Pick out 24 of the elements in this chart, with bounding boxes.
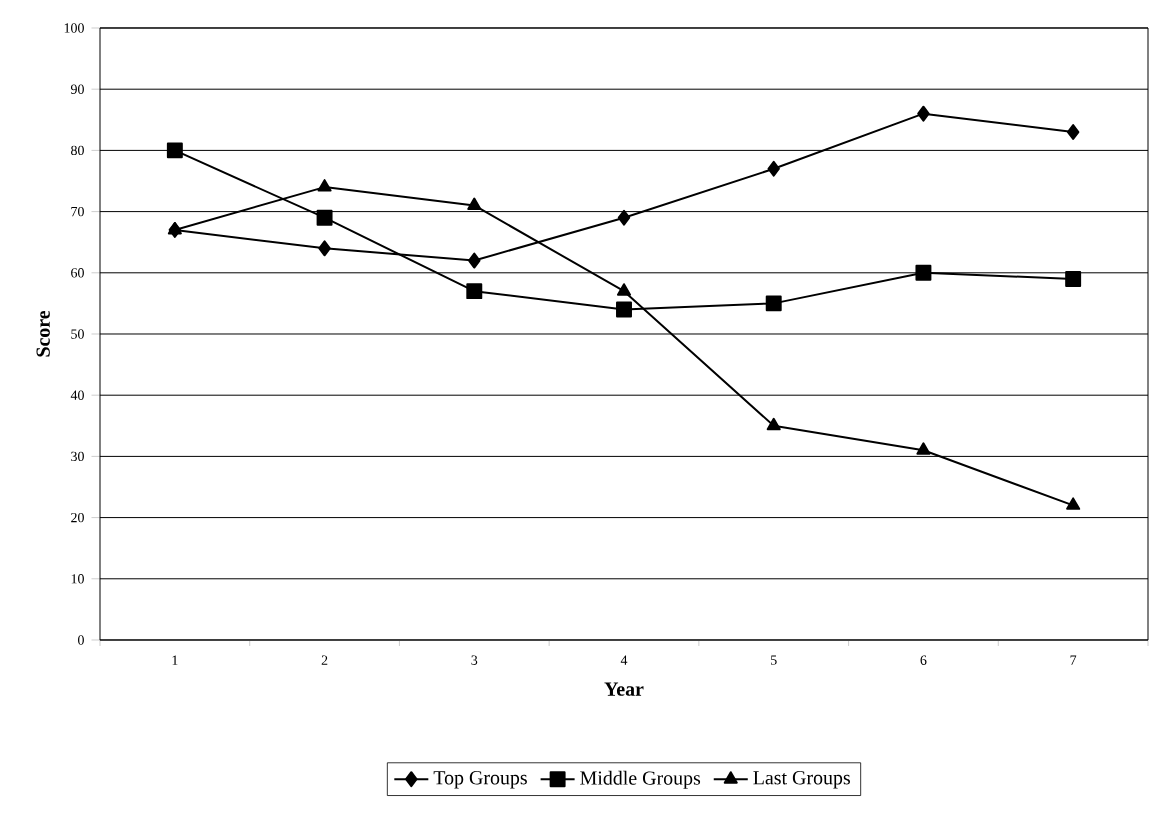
point [766, 417, 781, 431]
point [617, 209, 631, 226]
legend-label: Top Groups [433, 771, 527, 789]
point [1065, 270, 1082, 287]
x-axis-title: Year [604, 682, 644, 696]
legend-label: Last Groups [753, 771, 850, 789]
point [317, 179, 332, 192]
point [468, 252, 481, 269]
point [316, 209, 333, 226]
point [166, 142, 183, 159]
point [466, 283, 483, 300]
point [616, 301, 632, 318]
point [467, 197, 482, 210]
point [1066, 497, 1081, 510]
point [616, 283, 632, 296]
point [765, 295, 782, 312]
point [915, 264, 932, 281]
point [318, 240, 331, 257]
point [917, 105, 930, 122]
point [767, 160, 780, 177]
point [916, 442, 931, 455]
point [1066, 124, 1080, 141]
legend-label: Middle Groups [580, 770, 701, 789]
y-axis-title: Score [36, 310, 50, 357]
